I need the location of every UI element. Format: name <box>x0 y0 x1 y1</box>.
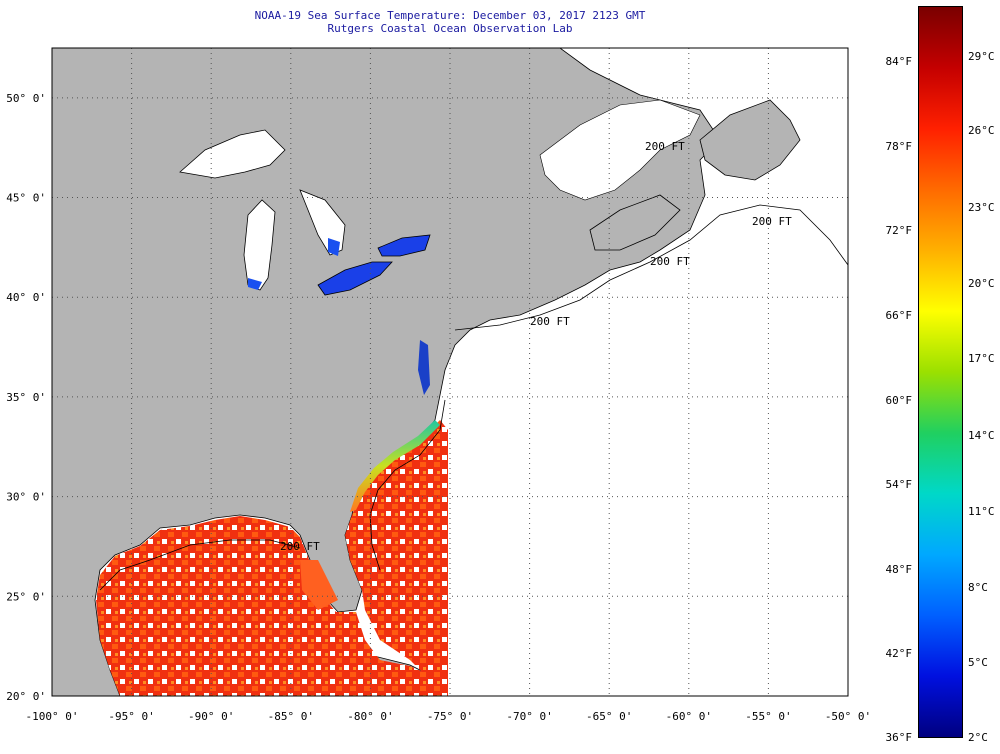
lake-erie <box>317 261 393 296</box>
gulf-st-lawrence <box>539 99 701 201</box>
lake-superior <box>179 129 286 179</box>
lake-michigan-tip <box>248 278 262 290</box>
celsius-label: 14°C <box>968 429 995 442</box>
coastal-strip <box>350 420 440 512</box>
fahrenheit-label: 84°F <box>885 55 913 68</box>
fahrenheit-label: 72°F <box>885 224 913 237</box>
nova-scotia <box>589 194 681 251</box>
contour-label: 200 FT <box>280 540 320 553</box>
latitude-tick-label: 35° 0' <box>6 391 46 404</box>
longitude-labels: -100° 0' -95° 0' -90° 0' -85° 0' -80° 0' -75°… <box>26 710 872 723</box>
contour-label: 200 FT <box>530 315 570 328</box>
longitude-tick-label: -85° 0' <box>268 710 314 723</box>
longitude-tick-label: -55° 0' <box>745 710 791 723</box>
fahrenheit-label: 36°F <box>885 731 913 744</box>
shelf-contour-south <box>369 399 446 571</box>
longitude-tick-label: -100° 0' <box>26 710 79 723</box>
latitude-tick-label: 50° 0' <box>6 92 46 105</box>
latitude-tick-label: 25° 0' <box>6 590 46 603</box>
color-scale-bar <box>918 6 963 738</box>
fahrenheit-label: 42°F <box>885 647 913 660</box>
latitude-tick-label: 20° 0' <box>6 690 46 703</box>
fahrenheit-label: 60°F <box>885 394 913 407</box>
latitude-labels: 20° 0' 25° 0' 30° 0' 35° 0' 40° 0' 45° 0' 50° … <box>6 92 46 703</box>
fahrenheit-label: 78°F <box>885 140 913 153</box>
shelf-contour <box>454 204 849 331</box>
longitude-tick-label: -60° 0' <box>666 710 712 723</box>
longitude-tick-label: -70° 0' <box>506 710 552 723</box>
longitude-tick-label: -75° 0' <box>427 710 473 723</box>
lake-ontario <box>377 234 431 257</box>
lake-michigan <box>243 199 276 291</box>
fahrenheit-label: 48°F <box>885 563 913 576</box>
fahrenheit-label: 54°F <box>885 478 913 491</box>
graticule <box>52 48 848 696</box>
chesapeake-bay <box>418 340 430 395</box>
longitude-tick-label: -80° 0' <box>347 710 393 723</box>
contour-label: 200 FT <box>752 215 792 228</box>
gulf-sst <box>96 516 448 696</box>
florida-west-sst <box>300 560 338 610</box>
celsius-label: 20°C <box>968 277 995 290</box>
celsius-label: 29°C <box>968 50 995 63</box>
saginaw-bay <box>328 238 340 256</box>
fahrenheit-label: 66°F <box>885 309 913 322</box>
map-frame <box>51 47 849 697</box>
map-title: NOAA-19 Sea Surface Temperature: Decembe… <box>254 9 646 22</box>
celsius-label: 5°C <box>968 656 988 669</box>
latitude-tick-label: 45° 0' <box>6 192 46 205</box>
longitude-tick-label: -50° 0' <box>825 710 871 723</box>
contour-label: 200 FT <box>650 255 690 268</box>
celsius-label: 2°C <box>968 731 988 744</box>
latitude-tick-label: 30° 0' <box>6 491 46 504</box>
celsius-label: 23°C <box>968 201 995 214</box>
newfoundland <box>699 99 801 181</box>
longitude-tick-label: -90° 0' <box>188 710 234 723</box>
latitude-tick-label: 40° 0' <box>6 291 46 304</box>
celsius-label: 26°C <box>968 124 995 137</box>
celsius-label: 17°C <box>968 352 995 365</box>
contour-label: 200 FT <box>645 140 685 153</box>
longitude-tick-label: -95° 0' <box>108 710 154 723</box>
celsius-label: 11°C <box>968 505 995 518</box>
map-subtitle: Rutgers Coastal Ocean Observation Lab <box>327 22 573 35</box>
celsius-label: 8°C <box>968 581 988 594</box>
longitude-tick-label: -65° 0' <box>586 710 632 723</box>
gulf-contour <box>99 539 301 591</box>
